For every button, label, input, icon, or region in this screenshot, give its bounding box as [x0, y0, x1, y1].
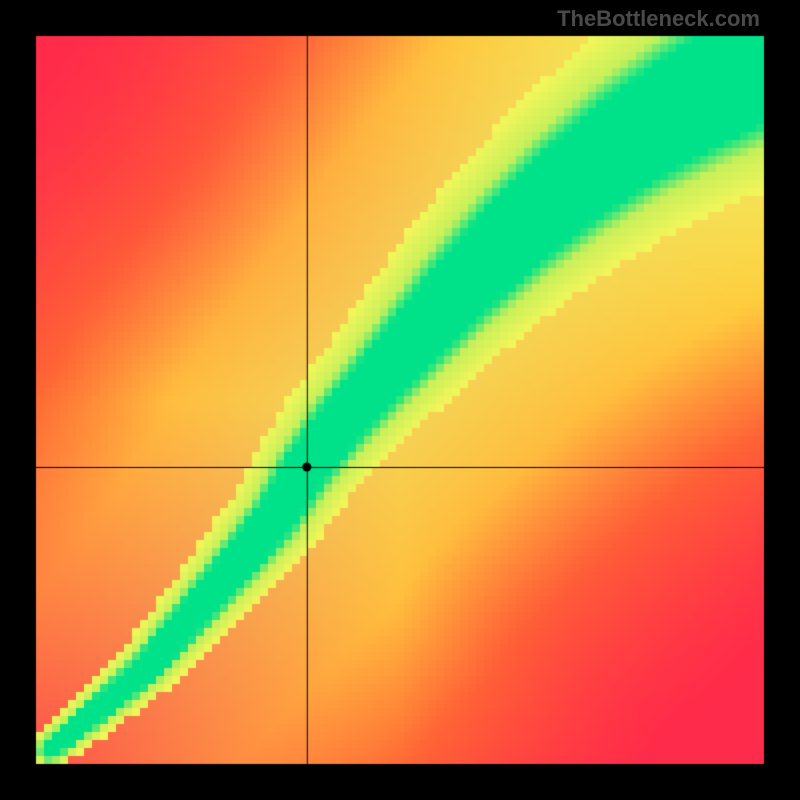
chart-container: TheBottleneck.com — [0, 0, 800, 800]
watermark-text: TheBottleneck.com — [557, 6, 760, 32]
heatmap-canvas — [0, 0, 800, 800]
